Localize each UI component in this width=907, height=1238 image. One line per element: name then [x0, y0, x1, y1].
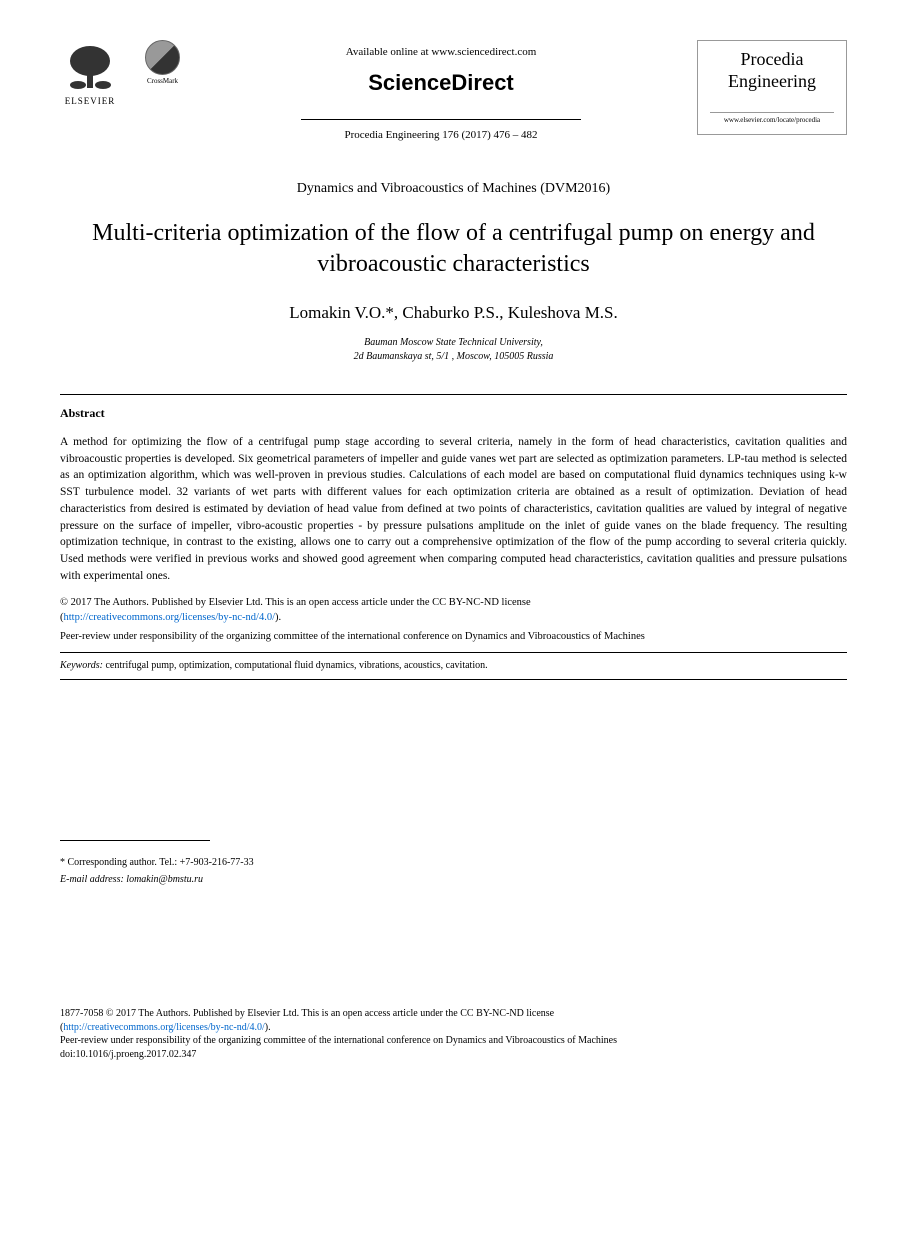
- footer-block: 1877-7058 © 2017 The Authors. Published …: [60, 1007, 847, 1061]
- keywords-line: Keywords: centrifugal pump, optimization…: [60, 652, 847, 680]
- copyright-text: © 2017 The Authors. Published by Elsevie…: [60, 597, 531, 608]
- bottom-spacer: [60, 887, 847, 1007]
- crossmark-badge[interactable]: CrossMark: [140, 40, 185, 87]
- journal-name-line2: Engineering: [710, 71, 834, 93]
- copyright-block: © 2017 The Authors. Published by Elsevie…: [60, 596, 847, 625]
- journal-box: Procedia Engineering www.elsevier.com/lo…: [697, 40, 847, 135]
- header-bar: ELSEVIER CrossMark Available online at w…: [60, 40, 847, 144]
- sciencedirect-logo: ScienceDirect: [185, 68, 697, 99]
- email-address: lomakin@bmstu.ru: [124, 874, 203, 885]
- keywords-label: Keywords:: [60, 660, 103, 671]
- header-center: Available online at www.sciencedirect.co…: [185, 40, 697, 144]
- paper-title: Multi-criteria optimization of the flow …: [60, 218, 847, 280]
- footer-copyright: © 2017 The Authors. Published by Elsevie…: [106, 1008, 554, 1019]
- mid-spacer: [60, 680, 847, 840]
- journal-url: www.elsevier.com/locate/procedia: [710, 112, 834, 126]
- abstract-heading: Abstract: [60, 405, 847, 422]
- license-link[interactable]: http://creativecommons.org/licenses/by-n…: [64, 612, 276, 623]
- footer-peer-review: Peer-review under responsibility of the …: [60, 1035, 617, 1046]
- abstract-top-rule: [60, 394, 847, 395]
- issn: 1877-7058: [60, 1008, 106, 1019]
- affiliation-line2: 2d Baumanskaya st, 5/1 , Moscow, 105005 …: [60, 350, 847, 364]
- elsevier-logo: ELSEVIER: [60, 40, 120, 110]
- elsevier-tree-icon: [63, 43, 118, 93]
- crossmark-icon: [145, 40, 180, 75]
- crossmark-label: CrossMark: [140, 77, 185, 87]
- keywords-text: centrifugal pump, optimization, computat…: [103, 660, 488, 671]
- header-left-logos: ELSEVIER CrossMark: [60, 40, 185, 110]
- peer-review-text: Peer-review under responsibility of the …: [60, 630, 847, 645]
- email-label: E-mail address:: [60, 874, 124, 885]
- journal-name-line1: Procedia: [710, 49, 834, 71]
- corresponding-author: * Corresponding author. Tel.: +7-903-216…: [60, 856, 847, 870]
- conference-name: Dynamics and Vibroacoustics of Machines …: [60, 179, 847, 199]
- affiliation-line1: Bauman Moscow State Technical University…: [60, 336, 847, 350]
- footnote-rule: [60, 840, 210, 841]
- authors-list: Lomakin V.O.*, Chaburko P.S., Kuleshova …: [60, 301, 847, 325]
- footer-license-link[interactable]: http://creativecommons.org/licenses/by-n…: [63, 1022, 264, 1033]
- affiliation: Bauman Moscow State Technical University…: [60, 336, 847, 364]
- doi: doi:10.1016/j.proeng.2017.02.347: [60, 1049, 196, 1060]
- citation-line: Procedia Engineering 176 (2017) 476 – 48…: [301, 119, 581, 143]
- elsevier-label: ELSEVIER: [65, 95, 116, 108]
- abstract-body: A method for optimizing the flow of a ce…: [60, 434, 847, 584]
- available-online-text: Available online at www.sciencedirect.co…: [185, 45, 697, 60]
- email-line: E-mail address: lomakin@bmstu.ru: [60, 873, 847, 887]
